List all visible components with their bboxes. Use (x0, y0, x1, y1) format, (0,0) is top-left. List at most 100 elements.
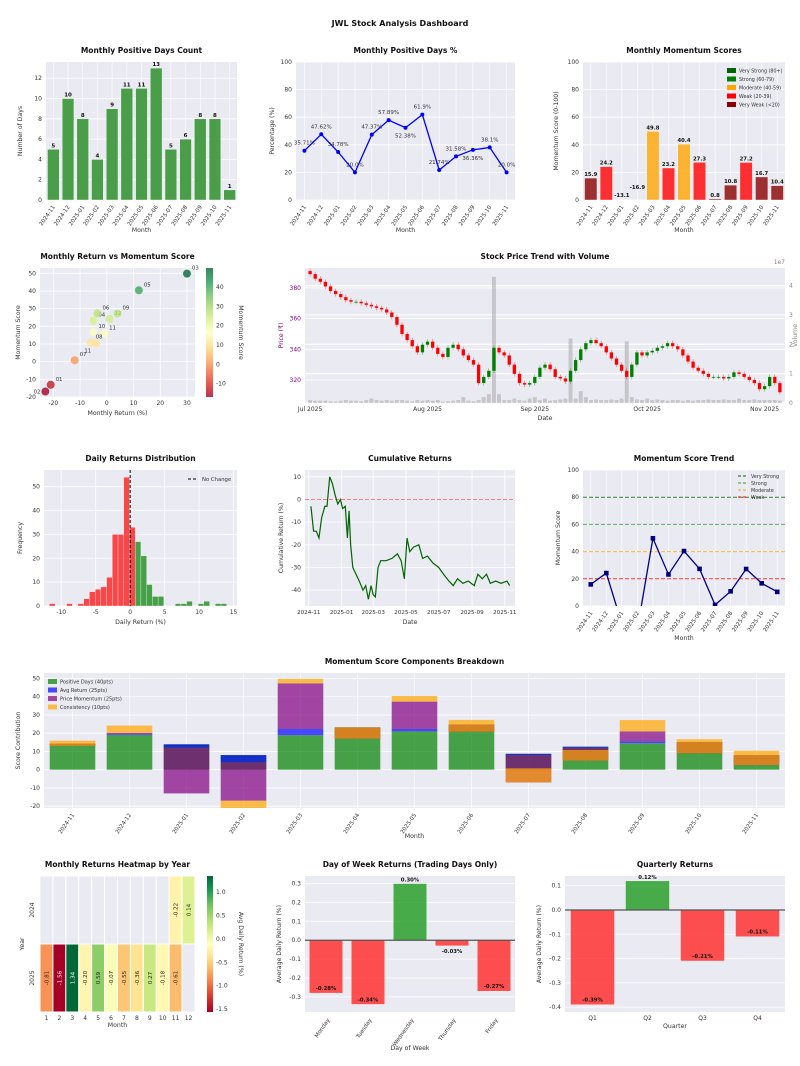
y-tick-label: -0.1 (289, 956, 301, 963)
stacked-bar-segment (619, 720, 666, 732)
volume-bar (517, 400, 522, 403)
x-tick-label: Friday (485, 1017, 500, 1035)
data-label: -0.11% (747, 930, 768, 936)
y-tick-label: 0 (36, 767, 40, 774)
volume-bar (461, 397, 466, 403)
y-tick-label: 10 (32, 748, 40, 755)
candle-body (466, 355, 471, 361)
volume-bar (308, 400, 313, 403)
volume-bar (486, 394, 491, 403)
candle-body (635, 352, 639, 365)
data-point (697, 566, 702, 572)
histogram-bar (94, 589, 102, 607)
colorbar-label: Momentum Score (237, 305, 244, 360)
y-tick-label: 10 (32, 579, 40, 586)
x-tick-label: 2024-11 (297, 610, 321, 616)
y-tick-label: 60 (284, 114, 292, 121)
point-label: 11 (109, 326, 116, 332)
y-tick-label: 50 (32, 675, 40, 682)
volume-bar (359, 401, 364, 403)
data-label: 9 (110, 103, 114, 109)
point-label: 01 (56, 377, 63, 383)
volume-bar (415, 400, 420, 403)
candle-body (436, 347, 440, 354)
volume-bar (553, 400, 558, 403)
volume-bar (527, 398, 532, 403)
volume-bar (318, 400, 323, 403)
volume-bar (440, 401, 445, 403)
candle-body (655, 347, 659, 351)
data-point (46, 380, 55, 389)
x-tick-label: 2025-11 (493, 610, 517, 616)
histogram-bar (146, 584, 153, 607)
data-point (92, 339, 101, 348)
stacked-bar-segment (334, 727, 381, 739)
x-tick-label: 2025-11 (763, 610, 782, 633)
stacked-bar-segment (277, 683, 324, 730)
bar (708, 198, 722, 201)
candle-body (308, 271, 312, 275)
candle-body (737, 372, 741, 374)
dashboard-title: JWL Stock Analysis Dashboard (331, 19, 469, 28)
y-tick-label: -0.3 (549, 980, 561, 987)
volume-bar (614, 400, 619, 403)
heatmap-cell (39, 875, 54, 945)
y-axis-label: Percentage (%) (269, 107, 276, 154)
candle-body (400, 324, 404, 334)
candle-body (579, 349, 583, 361)
y-tick-label: 40 (32, 508, 40, 515)
y-axis-label: Number of Days (17, 106, 24, 156)
legend-swatch (727, 102, 736, 107)
candle-body (369, 304, 374, 307)
legend-label: Price Momentum (25pts) (60, 697, 122, 703)
chart-title: Monthly Momentum Scores (626, 46, 742, 55)
cell-label: -0.55 (122, 970, 128, 985)
candle-body (584, 343, 588, 350)
legend-label: Moderate (40-59) (739, 86, 781, 92)
data-label: -0.03% (442, 949, 463, 955)
data-label: 11 (123, 82, 131, 88)
data-label: 34.78% (328, 142, 349, 148)
data-point (302, 148, 307, 153)
volume-bar (742, 400, 747, 403)
x-tick-label: 4 (83, 1015, 87, 1022)
volume-bar (655, 399, 660, 403)
data-label: 57.89% (378, 110, 399, 116)
y-tick-label: 0 (32, 359, 36, 366)
y-tick-label: 20 (28, 323, 36, 330)
volume-bar (410, 401, 415, 403)
volume-bar (374, 400, 379, 403)
y-tick-label: 12 (34, 75, 42, 82)
volume-bar (343, 400, 348, 403)
x-tick-label: 2025-09 (628, 812, 647, 835)
plot-area (40, 268, 195, 397)
data-label: 47.37% (361, 125, 382, 131)
candle-body (660, 346, 665, 348)
data-point (588, 582, 594, 587)
point-label: 07 (80, 352, 87, 358)
candle-body (425, 341, 430, 345)
x-tick-label: 2025-11 (763, 204, 782, 227)
volume-bar (497, 394, 502, 403)
y-axis-label: Frequency (17, 522, 24, 554)
volume-bar (532, 397, 537, 403)
y-axis-label: Score Contribution (15, 712, 22, 770)
x-axis-label: Month (674, 635, 693, 642)
x-tick-label: Aug 2025 (413, 406, 442, 413)
candle-body (548, 364, 552, 370)
y-axis-label: Cumulative Return (%) (278, 503, 285, 574)
chart-title: Monthly Return vs Momentum Score (40, 252, 194, 261)
bar (47, 149, 60, 201)
volume-bar (502, 400, 507, 403)
point-label: 10 (98, 324, 105, 330)
stacked-bar-segment (106, 734, 153, 736)
x-axis-label: Date (403, 619, 418, 626)
histogram-bar (100, 586, 107, 607)
candle-body (619, 364, 624, 371)
x-tick-label: 2025-02 (340, 205, 358, 228)
y2-tick-label: 1 (789, 371, 793, 378)
histogram-bar (106, 577, 113, 607)
data-point (774, 589, 780, 595)
volume-bar (323, 400, 328, 403)
volume-bar (348, 400, 353, 403)
